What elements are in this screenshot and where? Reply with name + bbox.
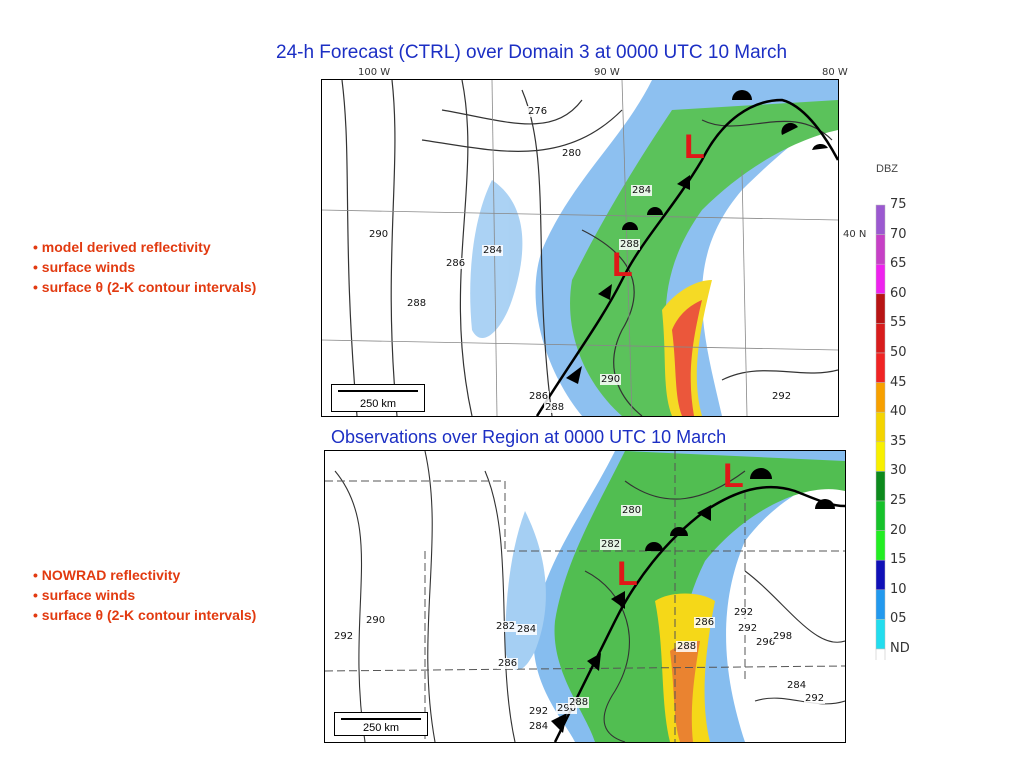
colorbar-label: 40 [890, 404, 907, 420]
colorbar-swatch [875, 471, 886, 502]
colorbar-swatch [875, 234, 886, 265]
colorbar-swatch [875, 263, 886, 295]
colorbar-swatch [875, 619, 886, 650]
low-pressure-symbol: L [617, 555, 638, 593]
colorbar-swatch [875, 411, 886, 443]
colorbar-label: 45 [890, 374, 907, 390]
contour-label: 286 [694, 617, 716, 628]
contour-label: 284 [786, 680, 808, 691]
colorbar-label: 10 [890, 581, 907, 597]
colorbar-label: ND [890, 641, 910, 656]
contour-label: 282 [600, 539, 622, 550]
colorbar-label: 55 [890, 315, 907, 331]
contour-label: 284 [482, 245, 504, 256]
colorbar-label: 50 [890, 345, 907, 360]
colorbar-label: 70 [890, 226, 907, 242]
colorbar-swatch [875, 293, 886, 324]
contour-label: 288 [619, 239, 641, 250]
legend-item: • surface θ (2-K contour intervals) [33, 607, 257, 623]
colorbar-swatch [875, 500, 886, 531]
contour-label: 284 [631, 185, 653, 196]
observations-legend: • NOWRAD reflectivity • surface winds • … [33, 565, 256, 625]
colorbar-label: 20 [890, 522, 907, 538]
low-pressure-symbol: L [612, 246, 633, 284]
observations-title: Observations over Region at 0000 UTC 10 … [331, 427, 727, 447]
colorbar-swatch [875, 352, 886, 383]
contour-label: 280 [621, 505, 643, 516]
colorbar-swatch [875, 530, 886, 561]
contour-label: 292 [528, 706, 550, 717]
contour-label: 288 [406, 298, 428, 309]
forecast-map: L L 276 280 284 288 290 286 284 288 290 … [321, 79, 839, 417]
observations-map: L L 280 282 292 290 282 284 286 286 288 … [324, 450, 846, 743]
contour-label: 292 [737, 623, 759, 634]
low-pressure-symbol: L [684, 128, 705, 166]
contour-label: 286 [528, 391, 550, 402]
contour-label: 292 [804, 693, 826, 704]
lon-label: 90 W [594, 67, 620, 78]
colorbar-label: 60 [890, 285, 907, 301]
colorbar-label: 25 [890, 493, 907, 508]
scale-bar: 250 km [331, 384, 425, 412]
contour-label: 290 [365, 615, 387, 626]
observations-map-graphic [325, 451, 845, 742]
legend-item: • model derived reflectivity [33, 239, 211, 255]
forecast-legend: • model derived reflectivity • surface w… [33, 237, 256, 297]
legend-item: • surface winds [33, 259, 136, 275]
contour-label: 282 [495, 621, 517, 632]
colorbar-label: 15 [890, 552, 907, 568]
colorbar-label: 05 [890, 611, 907, 627]
legend-item: • surface θ (2-K contour intervals) [33, 279, 257, 295]
contour-label: 288 [676, 641, 698, 652]
contour-label: 288 [568, 697, 590, 708]
scale-bar: 250 km [334, 712, 428, 736]
colorbar-swatch [875, 382, 886, 413]
legend-item: • surface winds [33, 587, 136, 603]
contour-label: 286 [497, 658, 519, 669]
forecast-title: 24-h Forecast (CTRL) over Domain 3 at 00… [276, 42, 788, 63]
colorbar-swatch [875, 204, 886, 235]
colorbar-label: 65 [890, 256, 907, 272]
contour-label: 284 [516, 624, 538, 635]
contour-label: 280 [561, 148, 583, 159]
contour-label: 296 [755, 637, 777, 648]
colorbar-title: DBZ [876, 163, 898, 175]
colorbar-swatch [875, 323, 886, 354]
scale-bar-label: 250 km [362, 722, 400, 734]
legend-item: • NOWRAD reflectivity [33, 567, 181, 583]
contour-label: 284 [528, 721, 550, 732]
colorbar-swatch [875, 559, 886, 591]
reflectivity-colorbar [875, 204, 886, 660]
forecast-map-graphic [322, 80, 838, 416]
colorbar-swatch [875, 648, 886, 660]
colorbar-label: 75 [890, 197, 907, 212]
contour-label: 292 [733, 607, 755, 618]
colorbar-swatch [875, 589, 886, 620]
colorbar-swatch [875, 441, 886, 472]
contour-label: 288 [544, 402, 566, 413]
contour-label: 290 [600, 374, 622, 385]
contour-label: 276 [527, 106, 549, 117]
lon-label: 80 W [822, 67, 848, 78]
contour-label: 292 [771, 391, 793, 402]
lat-label: 40 N [843, 229, 867, 240]
scale-bar-label: 250 km [359, 398, 397, 410]
contour-label: 298 [772, 631, 794, 642]
lon-label: 100 W [358, 67, 391, 78]
contour-label: 290 [368, 229, 390, 240]
contour-label: 292 [333, 631, 355, 642]
colorbar-label: 30 [890, 463, 907, 479]
contour-label: 286 [445, 258, 467, 269]
colorbar-label: 35 [890, 433, 907, 449]
contour-label: 290 [556, 703, 578, 714]
low-pressure-symbol: L [723, 457, 744, 495]
